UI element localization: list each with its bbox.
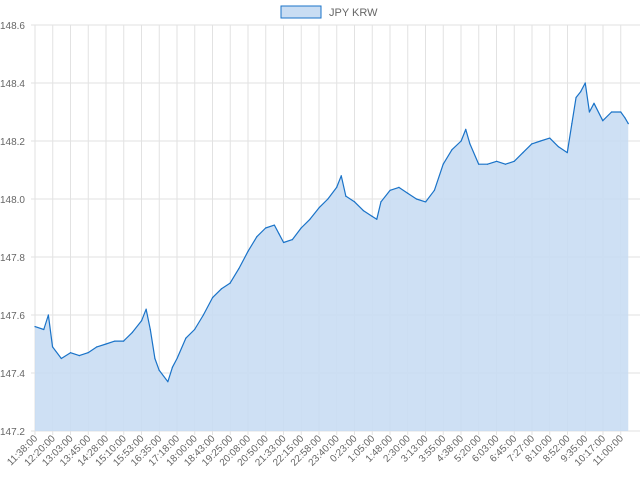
data-point (154, 357, 156, 360)
y-tick-label: 147.6 (0, 311, 25, 322)
data-point (496, 160, 498, 162)
data-point (318, 207, 320, 209)
data-point (34, 326, 36, 328)
data-point (145, 308, 147, 310)
data-point (539, 140, 542, 142)
data-point (425, 201, 427, 203)
data-point (593, 102, 595, 104)
data-point (513, 160, 515, 162)
data-point (571, 123, 573, 125)
data-point (167, 381, 169, 383)
data-point (140, 320, 143, 322)
data-point (557, 146, 560, 148)
data-point (131, 331, 133, 333)
data-point (247, 250, 249, 252)
data-point (220, 288, 222, 290)
data-point (309, 218, 311, 220)
data-point (407, 192, 409, 194)
data-point (78, 355, 80, 357)
data-point (87, 352, 89, 354)
data-point (69, 352, 72, 354)
y-tick-label: 148.2 (0, 137, 25, 148)
data-point (602, 120, 604, 122)
data-point (96, 346, 98, 348)
data-point (238, 268, 240, 270)
data-point (504, 163, 507, 165)
data-point (158, 369, 160, 371)
data-point (114, 340, 116, 342)
data-point (362, 210, 364, 212)
data-point (122, 340, 125, 342)
data-point (345, 195, 347, 197)
data-point (531, 143, 533, 145)
data-point (549, 137, 551, 139)
data-point (300, 227, 302, 229)
data-point (282, 241, 285, 244)
y-axis-ticks: 147.2 147.4 147.6 147.8 148.0 148.2 148.4 148.6 (0, 21, 25, 438)
data-point (433, 189, 436, 191)
data-point (340, 175, 342, 177)
data-point (460, 140, 462, 142)
data-point (575, 96, 577, 99)
data-point (380, 201, 382, 203)
data-point (610, 111, 613, 113)
data-point (588, 111, 591, 113)
data-point (265, 227, 267, 229)
y-tick-label: 148.4 (0, 79, 25, 90)
data-point (451, 149, 453, 151)
data-point (51, 346, 54, 348)
data-point (376, 218, 378, 220)
data-point (465, 128, 467, 130)
legend-swatch (280, 5, 322, 19)
data-point (371, 215, 373, 217)
data-point (273, 224, 275, 226)
data-point (442, 163, 444, 165)
data-point (327, 198, 329, 200)
y-tick-label: 147.8 (0, 253, 25, 264)
y-tick-label: 148.6 (0, 21, 25, 32)
data-point (176, 357, 178, 360)
legend[interactable]: JPY KRW (280, 5, 378, 19)
data-point (291, 239, 293, 241)
data-point (620, 111, 622, 113)
data-point (229, 282, 231, 284)
data-point (47, 314, 49, 316)
data-point (486, 163, 489, 165)
data-point (354, 201, 356, 203)
data-point (60, 357, 62, 360)
data-point (398, 186, 400, 188)
data-point (584, 82, 586, 84)
series-line (34, 82, 629, 383)
data-point (185, 337, 187, 339)
x-axis-ticks: 11:38:0012:20:0013:03:0013:45:0014:28:00… (5, 433, 626, 469)
data-point (256, 236, 258, 238)
y-tick-label: 148.0 (0, 195, 25, 206)
data-point (43, 328, 45, 331)
data-point (580, 91, 582, 93)
data-point (627, 123, 629, 125)
data-point (193, 328, 196, 331)
data-point (566, 152, 568, 154)
series-points (34, 82, 629, 383)
data-point (522, 152, 524, 154)
data-point (478, 163, 480, 165)
data-point (336, 186, 338, 188)
y-tick-label: 147.4 (0, 369, 25, 380)
data-point (624, 117, 626, 119)
legend-label: JPY KRW (329, 7, 378, 19)
data-point (171, 366, 174, 368)
data-point (469, 143, 471, 145)
data-point (105, 343, 107, 345)
y-tick-label: 147.2 (0, 427, 25, 438)
data-point (415, 198, 418, 200)
data-point (389, 189, 391, 191)
data-point (202, 314, 204, 316)
data-point (211, 297, 214, 299)
data-point (149, 328, 151, 331)
data-point (278, 233, 280, 235)
